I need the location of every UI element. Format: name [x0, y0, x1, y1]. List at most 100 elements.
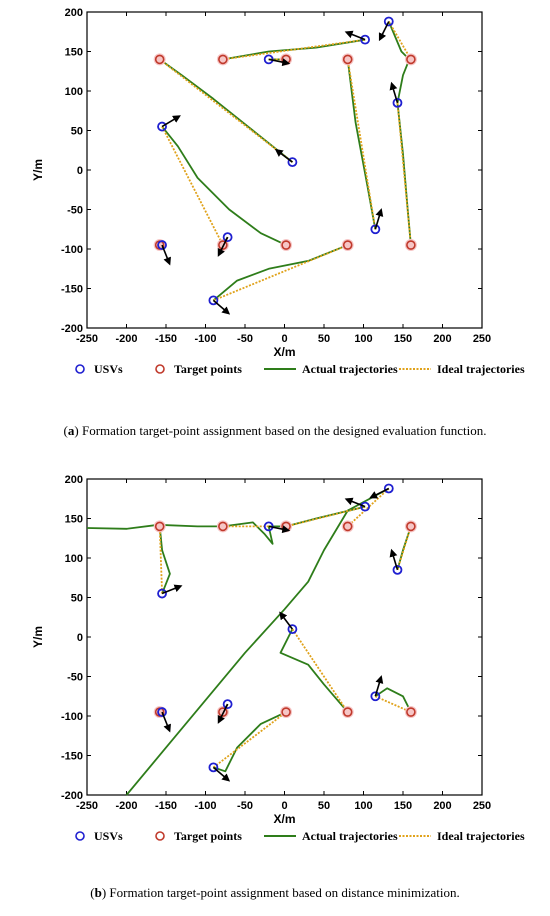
caption-a-letter: a	[67, 423, 75, 438]
usv-point	[222, 699, 233, 710]
actual-trajectory	[279, 628, 349, 713]
heading-arrow	[161, 711, 171, 733]
heading-arrow	[268, 58, 291, 67]
actual-trajectory	[396, 526, 412, 571]
actual-trajectory	[159, 58, 293, 163]
x-tick-label: 100	[354, 333, 372, 345]
y-tick-label: 100	[65, 553, 83, 565]
heading-arrow	[378, 21, 390, 42]
target-point	[406, 707, 416, 717]
ideal-trajectory	[396, 526, 412, 571]
y-tick-label: 150	[65, 47, 83, 59]
x-tick-label: 200	[433, 333, 451, 345]
usv-point	[360, 501, 370, 512]
x-tick-label: -200	[115, 800, 137, 812]
y-axis-label: Y/m	[31, 626, 45, 648]
y-tick-label: -100	[61, 244, 83, 256]
x-tick-label: -150	[155, 800, 177, 812]
legend-label: Target points	[174, 829, 242, 843]
target-point	[406, 54, 416, 65]
usv-point	[208, 295, 219, 306]
target-point	[342, 521, 353, 532]
heading-arrow	[212, 299, 231, 315]
target-point	[342, 54, 353, 65]
legend-label: Ideal trajectories	[437, 829, 525, 843]
usv-point	[370, 691, 381, 702]
legend-label: Ideal trajectories	[437, 362, 525, 376]
heading-arrow	[217, 236, 229, 257]
legend-label: Actual trajectories	[302, 362, 398, 376]
ideal-trajectory	[161, 126, 224, 246]
heading-arrow	[344, 30, 366, 41]
legend-label: Target points	[174, 362, 242, 376]
actual-trajectory	[374, 687, 412, 713]
x-tick-label: 250	[473, 333, 491, 345]
x-tick-label: -50	[237, 800, 253, 812]
y-tick-label: -200	[61, 323, 83, 335]
x-tick-label: 150	[394, 333, 412, 345]
usv-point	[392, 97, 403, 108]
x-axis-label: X/m	[273, 812, 295, 826]
y-tick-label: 0	[77, 632, 83, 644]
y-axis-label: Y/m	[31, 159, 45, 181]
heading-arrow	[369, 487, 390, 499]
x-tick-label: 50	[318, 333, 330, 345]
y-tick-label: 0	[77, 165, 83, 177]
legend-target-marker	[155, 364, 165, 374]
ideal-trajectory	[158, 526, 163, 594]
ideal-trajectory	[159, 58, 293, 163]
heading-arrow	[389, 548, 399, 571]
chart-panel-b: -250 -200 -150 -100 -50 0 50 100 150 200 250 -200 -1…	[0, 467, 550, 916]
chart-panel-a: -250 -200 -150 -100 -50 0 50 100 150 200 250 -200 -1…	[31, 7, 525, 438]
usv-point	[370, 224, 381, 235]
x-tick-label: 200	[433, 800, 451, 812]
y-tick-label: 200	[65, 7, 83, 19]
target-point	[218, 54, 228, 65]
ideal-trajectory	[291, 628, 349, 713]
actual-trajectory	[158, 526, 171, 594]
caption-b-text: Formation target-point assignment based …	[106, 885, 460, 900]
y-tick-label: -100	[61, 711, 83, 723]
x-tick-label: -50	[237, 333, 253, 345]
target-point	[406, 240, 416, 250]
ideal-trajectory	[388, 21, 412, 60]
legend-usv-marker	[75, 364, 85, 374]
x-tick-label: -250	[76, 800, 98, 812]
ideal-trajectory	[285, 505, 366, 528]
usv-point	[383, 483, 394, 494]
usv-point	[287, 624, 298, 635]
ideal-trajectory	[213, 244, 349, 302]
x-tick-label: 250	[473, 800, 491, 812]
target-point	[281, 707, 291, 717]
ideal-trajectory	[346, 59, 377, 230]
x-tick-label: -150	[155, 333, 177, 345]
legend-usv-marker	[75, 831, 85, 841]
target-point	[281, 240, 291, 250]
heading-arrow	[161, 244, 171, 266]
y-tick-label: -150	[61, 284, 83, 296]
heading-arrow	[217, 703, 229, 724]
ideal-trajectory	[374, 695, 412, 713]
heading-arrow	[161, 115, 181, 128]
usv-point	[287, 157, 298, 168]
usv-point	[157, 707, 167, 717]
usv-point	[157, 240, 167, 250]
legend-label: USVs	[94, 362, 123, 376]
legend-label: Actual trajectories	[302, 829, 398, 843]
ideal-trajectory	[347, 487, 390, 528]
caption-b-letter: b	[94, 885, 102, 900]
usv-point	[383, 16, 394, 27]
usv-point	[392, 564, 403, 575]
legend-label: USVs	[94, 829, 123, 843]
y-tick-label: 150	[65, 514, 83, 526]
heading-arrow	[212, 766, 231, 782]
usv-point	[360, 34, 370, 45]
target-point	[342, 707, 353, 717]
x-tick-label: 0	[281, 800, 287, 812]
legend-target-marker	[155, 831, 165, 841]
heading-arrow	[344, 497, 366, 508]
y-tick-label: -200	[61, 790, 83, 802]
heading-arrow	[374, 208, 384, 230]
y-tick-label: -150	[61, 751, 83, 763]
x-tick-label: -250	[76, 333, 98, 345]
